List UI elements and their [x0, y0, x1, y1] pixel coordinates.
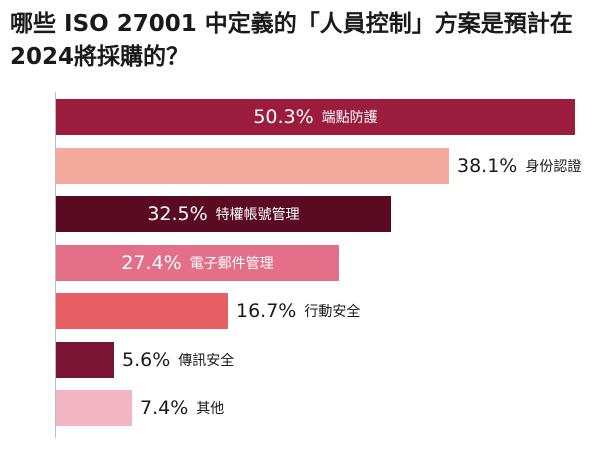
bar-6	[56, 342, 114, 378]
category-label: 端點防護	[321, 110, 378, 126]
category-label: 身份認證	[525, 159, 582, 175]
bar-label-6: 5.6% 傳訊安全	[122, 342, 234, 378]
bar-2	[56, 148, 449, 184]
bar-label-3: 32.5% 特權帳號管理	[56, 196, 391, 232]
category-label: 行動安全	[304, 304, 361, 320]
value-label: 16.7%	[236, 300, 297, 322]
bar-label-4: 27.4% 電子郵件管理	[56, 245, 339, 281]
chart-title: 哪些 ISO 27001 中定義的「人員控制」方案是預計在2024將採購的？	[10, 11, 573, 70]
bar-label-1: 50.3% 端點防護	[56, 99, 575, 135]
bar-label-7: 7.4% 其他	[140, 390, 224, 426]
value-label: 50.3%	[253, 106, 314, 128]
category-label: 其他	[196, 401, 225, 417]
bar-1	[56, 99, 575, 135]
value-label: 5.6%	[122, 349, 171, 371]
bar-4	[56, 245, 339, 281]
bar-3	[56, 196, 391, 232]
y-axis-line	[55, 92, 56, 438]
category-label: 電子郵件管理	[189, 256, 274, 272]
value-label: 27.4%	[121, 252, 182, 274]
category-label: 特權帳號管理	[215, 207, 300, 223]
bar-5	[56, 293, 228, 329]
value-label: 32.5%	[147, 203, 208, 225]
bar-label-2: 38.1% 身份認證	[457, 148, 581, 184]
bar-label-5: 16.7% 行動安全	[236, 293, 360, 329]
bar-7	[56, 390, 132, 426]
value-label: 38.1%	[457, 155, 518, 177]
category-label: 傳訊安全	[178, 353, 235, 369]
value-label: 7.4%	[140, 397, 189, 419]
